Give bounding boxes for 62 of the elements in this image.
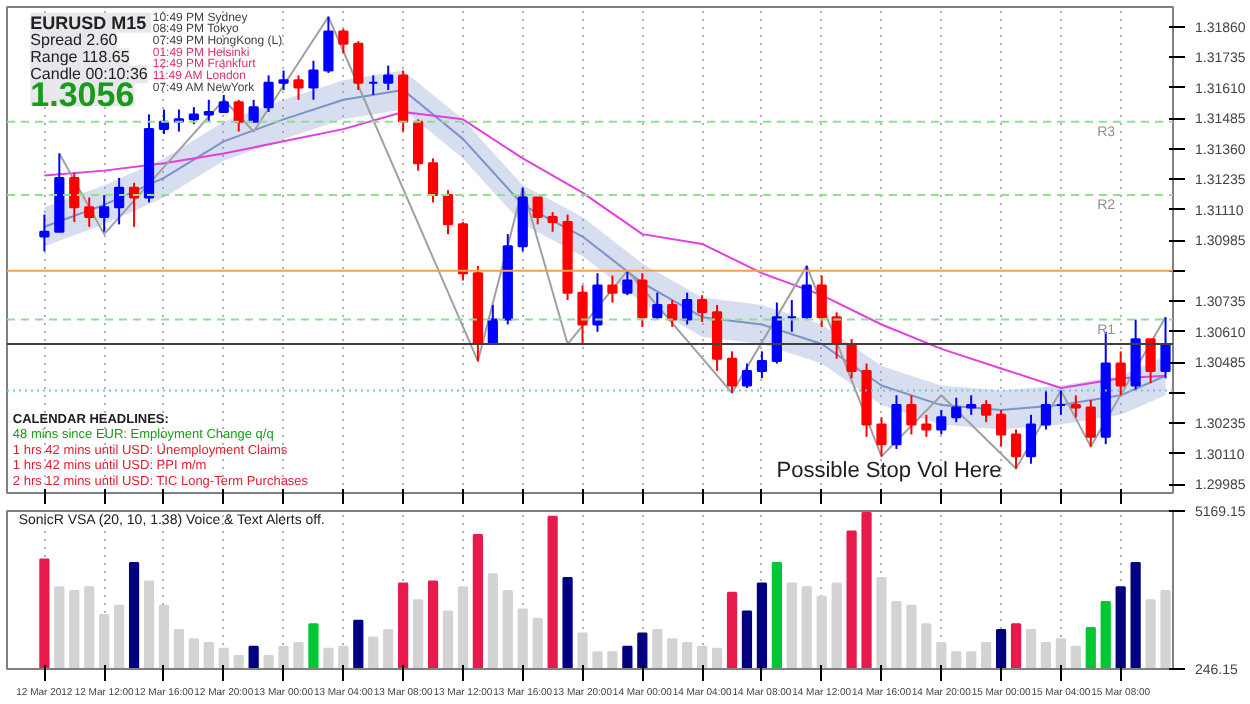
candlestick — [69, 172, 80, 223]
candlestick — [667, 299, 678, 328]
candlestick — [891, 394, 902, 451]
candlestick — [203, 98, 214, 123]
candlestick — [248, 98, 259, 123]
candlestick — [1115, 350, 1126, 397]
candlestick — [966, 394, 977, 416]
chart-title: EURUSD M15 — [30, 12, 147, 33]
candlestick — [84, 196, 95, 228]
candlestick — [697, 294, 708, 324]
candlestick — [263, 74, 274, 114]
annotation: Spread 2.60 — [30, 31, 119, 50]
candlestick — [711, 303, 723, 372]
candlestick — [532, 196, 543, 226]
candlestick — [412, 118, 424, 172]
annotation: Candle 00:10:36 — [30, 65, 149, 84]
candlestick — [308, 59, 319, 101]
candlestick — [637, 272, 648, 328]
candlestick — [771, 301, 782, 365]
candlestick — [233, 98, 244, 133]
candlestick — [726, 350, 738, 394]
candlestick — [607, 274, 618, 304]
candlestick — [1025, 413, 1037, 465]
candlestick — [1010, 428, 1022, 470]
annotation: Range 118.65 — [30, 48, 131, 67]
candlestick — [323, 15, 334, 74]
candlestick — [1085, 399, 1096, 448]
candlestick — [801, 264, 812, 321]
candlestick — [995, 408, 1007, 448]
candlestick — [398, 69, 409, 133]
candlestick — [353, 40, 364, 92]
candlestick — [846, 338, 857, 380]
candlestick — [577, 284, 588, 346]
candlestick — [906, 394, 917, 436]
candlestick — [39, 213, 50, 253]
candlestick — [293, 74, 304, 101]
candlestick — [1145, 338, 1156, 385]
candlestick — [338, 27, 349, 55]
annotation: Possible Stop Vol Here — [776, 458, 1002, 483]
candlestick — [547, 211, 558, 233]
candlestick — [981, 399, 992, 424]
candlestick — [592, 272, 603, 333]
candlestick — [921, 413, 932, 438]
candlestick — [427, 157, 439, 204]
candlestick — [652, 291, 663, 321]
candlestick — [1130, 318, 1141, 392]
candlestick — [383, 64, 394, 92]
candlestick — [99, 194, 110, 233]
candlestick — [622, 269, 633, 297]
candlestick — [1160, 316, 1171, 380]
candlestick — [936, 408, 947, 436]
candlestick — [816, 274, 827, 328]
candlestick — [1040, 389, 1052, 431]
candlestick — [741, 362, 753, 389]
candlestick — [951, 396, 962, 424]
candlestick — [756, 350, 768, 380]
candlestick — [442, 189, 454, 236]
candlestick — [876, 416, 887, 458]
candlestick — [682, 291, 693, 326]
candlestick — [1070, 394, 1081, 419]
candlestick — [278, 69, 289, 92]
candlestick — [114, 176, 125, 226]
